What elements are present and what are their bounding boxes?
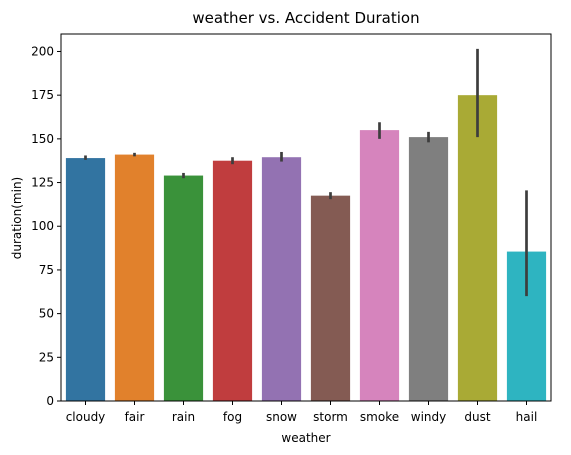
plot-frame bbox=[60, 33, 552, 402]
x-tick-label: dust bbox=[464, 410, 490, 424]
chart-title: weather vs. Accident Duration bbox=[192, 9, 419, 27]
bar-smoke bbox=[359, 130, 400, 401]
bar-dust bbox=[457, 95, 498, 402]
x-tick-label: smoke bbox=[360, 410, 399, 424]
x-tick-label: rain bbox=[172, 410, 195, 424]
y-tick-label: 150 bbox=[31, 132, 54, 146]
x-tick-label: windy bbox=[411, 410, 446, 424]
y-tick-label: 125 bbox=[31, 176, 54, 190]
x-tick-label: cloudy bbox=[66, 410, 106, 424]
x-tick-label: hail bbox=[516, 410, 538, 424]
x-axis-label: weather bbox=[281, 431, 330, 445]
y-tick-label: 175 bbox=[31, 88, 54, 102]
x-tick-label: snow bbox=[266, 410, 297, 424]
bar-fair bbox=[114, 154, 155, 401]
y-tick-label: 75 bbox=[39, 263, 54, 277]
y-axis-label: duration(min) bbox=[10, 177, 24, 260]
y-tick-label: 0 bbox=[46, 394, 54, 408]
bar-cloudy bbox=[65, 158, 106, 401]
bar-fog bbox=[212, 160, 253, 401]
bar-windy bbox=[408, 137, 449, 401]
y-tick-label: 100 bbox=[31, 219, 54, 233]
bar-snow bbox=[261, 157, 302, 401]
plot-area: cloudy fair rain fog snow storm smoke windy dust… bbox=[31, 33, 552, 424]
y-tick-label: 50 bbox=[39, 307, 54, 321]
x-tick-label: fog bbox=[223, 410, 242, 424]
bar-storm bbox=[310, 195, 351, 401]
y-tick-label: 25 bbox=[39, 350, 54, 364]
x-tick-label: storm bbox=[313, 410, 348, 424]
x-tick-label: fair bbox=[125, 410, 145, 424]
y-tick-label: 200 bbox=[31, 44, 54, 58]
bar-rain bbox=[163, 175, 204, 401]
